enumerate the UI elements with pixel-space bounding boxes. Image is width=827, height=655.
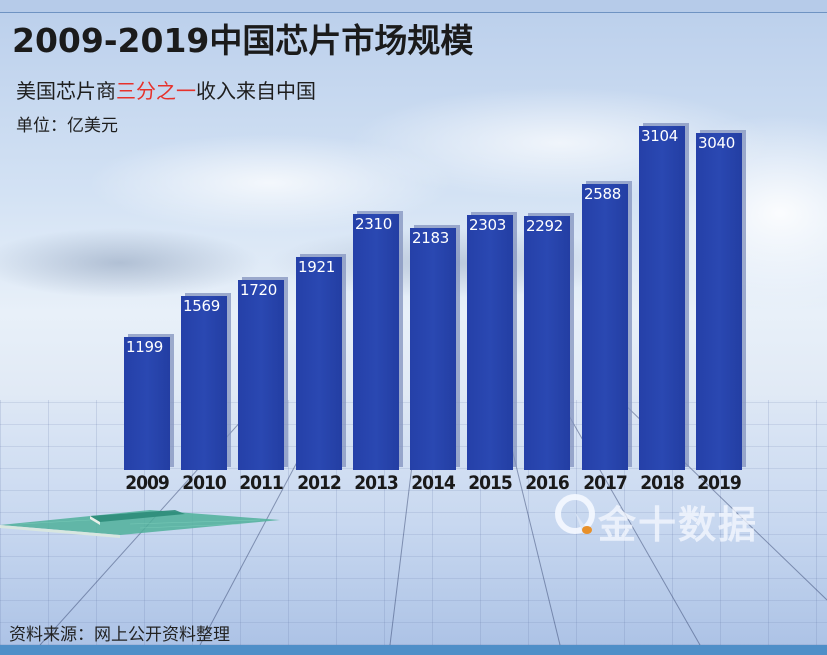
bar-value-label: 3040 [698,134,735,152]
bar-value-label: 3104 [641,127,678,145]
bar-2010: 1569 [181,296,227,470]
x-axis-label: 2018 [640,472,685,494]
x-axis-label: 2013 [354,472,399,494]
x-axis-label: 2014 [411,472,456,494]
bar-2011: 1720 [238,280,284,470]
x-axis-label: 2010 [182,472,227,494]
x-axis-label: 2012 [297,472,342,494]
bar-value-label: 2310 [355,215,392,233]
bar-2015: 2303 [467,215,513,470]
chart-title: 2009-2019中国芯片市场规模 [12,21,474,60]
bar-2017: 2588 [582,184,628,470]
bar-value-label: 2588 [584,185,621,203]
x-axis-label: 2019 [697,472,742,494]
x-axis-label: 2009 [125,472,170,494]
bar-value-label: 1921 [298,258,335,276]
data-source-note: 资料来源：网上公开资料整理 [9,625,230,645]
bar-2009: 1199 [124,337,170,470]
bar-2019: 3040 [696,133,742,470]
subtitle-highlight: 三分之一 [116,79,196,103]
bar-value-label: 2183 [412,229,449,247]
bottom-band [0,645,827,655]
x-axis-label: 2017 [583,472,628,494]
circuit-board-icon [0,510,280,538]
x-axis-label: 2016 [525,472,570,494]
chart-subtitle: 美国芯片商三分之一收入来自中国 [16,75,316,104]
bar-2013: 2310 [353,214,399,470]
bar-2014: 2183 [410,228,456,470]
bar-value-label: 2303 [469,216,506,234]
watermark-text: 金十数据 [598,503,759,547]
subtitle-text-after: 收入来自中国 [196,79,316,103]
bar-2016: 2292 [524,216,570,470]
bar-value-label: 1720 [240,281,277,299]
x-axis-label: 2011 [239,472,284,494]
x-axis-label: 2015 [468,472,513,494]
bar-value-label: 1199 [126,338,163,356]
unit-label: 单位：亿美元 [16,116,118,136]
top-band [0,0,827,13]
bar-value-label: 1569 [183,297,220,315]
bar-2018: 3104 [639,126,685,470]
subtitle-text-before: 美国芯片商 [16,79,116,103]
jin10-logo-icon [555,494,595,534]
bar-value-label: 2292 [526,217,563,235]
bar-2012: 1921 [296,257,342,470]
